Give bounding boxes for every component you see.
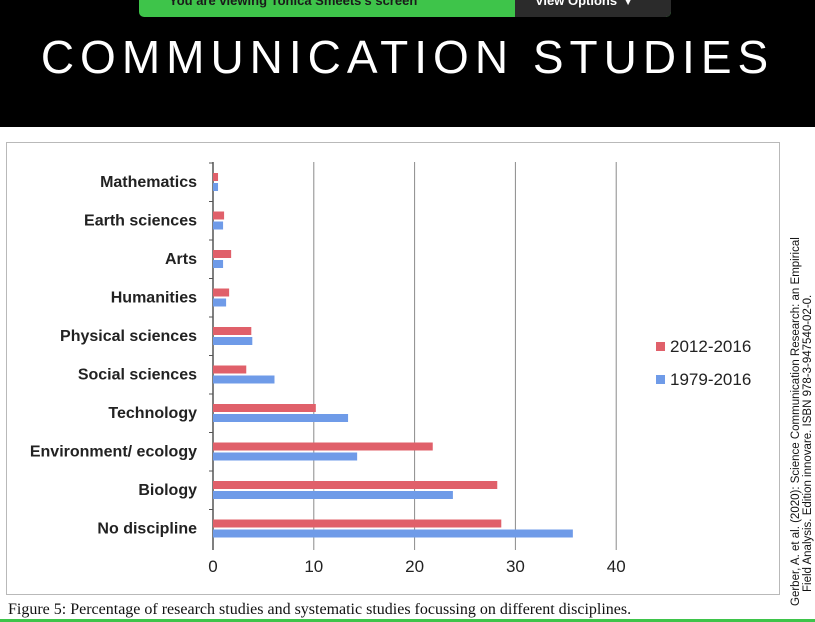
bar-1979-2016: [213, 491, 453, 499]
legend-swatch: [656, 375, 665, 384]
legend-label: 2012-2016: [670, 337, 751, 356]
bar-1979-2016: [213, 298, 227, 307]
slide-title: COMMUNICATION STUDIES: [40, 31, 775, 83]
category-label: Earth sciences: [84, 213, 197, 230]
category-label: No discipline: [97, 521, 197, 538]
bar-2012-2016: [213, 288, 230, 297]
bar-2012-2016: [213, 327, 252, 335]
category-label: Mathematics: [100, 174, 197, 191]
category-label: Biology: [138, 482, 197, 499]
citation-line-1: Gerber, A. et al. (2020): Science Commun…: [790, 237, 802, 606]
bar-2012-2016: [213, 211, 225, 220]
figure-caption: Figure 5: Percentage of research studies…: [8, 601, 632, 618]
legend-swatch: [656, 342, 665, 351]
bottom-accent-line: [0, 619, 815, 622]
citation-line-2: Field Analysis. Edition innovare. ISBN 9…: [802, 294, 814, 592]
bar-chart: 0 10 20 30 40 Mathematics Earth sciences Arts Hu…: [30, 162, 751, 576]
legend-label: 1979-2016: [670, 370, 751, 389]
bar-2012-2016: [213, 481, 498, 489]
bar-2012-2016: [213, 519, 502, 528]
category-label: Physical sciences: [60, 328, 197, 345]
bar-2012-2016: [213, 173, 219, 181]
bar-1979-2016: [213, 375, 275, 384]
category-label: Social sciences: [78, 367, 197, 384]
bar-1979-2016: [213, 529, 573, 538]
category-label: Environment/ ecology: [30, 444, 197, 461]
x-tick-label: 0: [208, 557, 217, 576]
x-tick-label: 10: [304, 557, 323, 576]
bar-2012-2016: [213, 365, 247, 374]
bar-1979-2016: [213, 414, 349, 422]
viewing-screen-text: You are viewing Tonica Smeets's screen: [169, 0, 418, 8]
citation: Gerber, A. et al. (2020): Science Commun…: [790, 237, 814, 606]
slide-header: You are viewing Tonica Smeets's screen V…: [0, 0, 815, 127]
chevron-down-icon: ▼: [623, 0, 634, 8]
view-options-button[interactable]: View Options ▼: [515, 0, 671, 17]
bar-1979-2016: [213, 183, 219, 191]
bar-2012-2016: [213, 404, 316, 412]
category-label: Technology: [108, 405, 197, 422]
bar-2012-2016: [213, 250, 232, 258]
category-label: Arts: [165, 251, 197, 268]
bar-1979-2016: [213, 260, 224, 268]
bar-1979-2016: [213, 221, 224, 230]
screen-share-banner: You are viewing Tonica Smeets's screen V…: [139, 0, 671, 17]
bar-2012-2016: [213, 442, 433, 451]
x-tick-label: 30: [506, 557, 525, 576]
bar-1979-2016: [213, 337, 253, 345]
category-label: Humanities: [111, 290, 197, 307]
x-tick-label: 20: [405, 557, 424, 576]
view-options-label: View Options: [535, 0, 618, 8]
x-tick-label: 40: [607, 557, 626, 576]
bar-1979-2016: [213, 452, 358, 461]
